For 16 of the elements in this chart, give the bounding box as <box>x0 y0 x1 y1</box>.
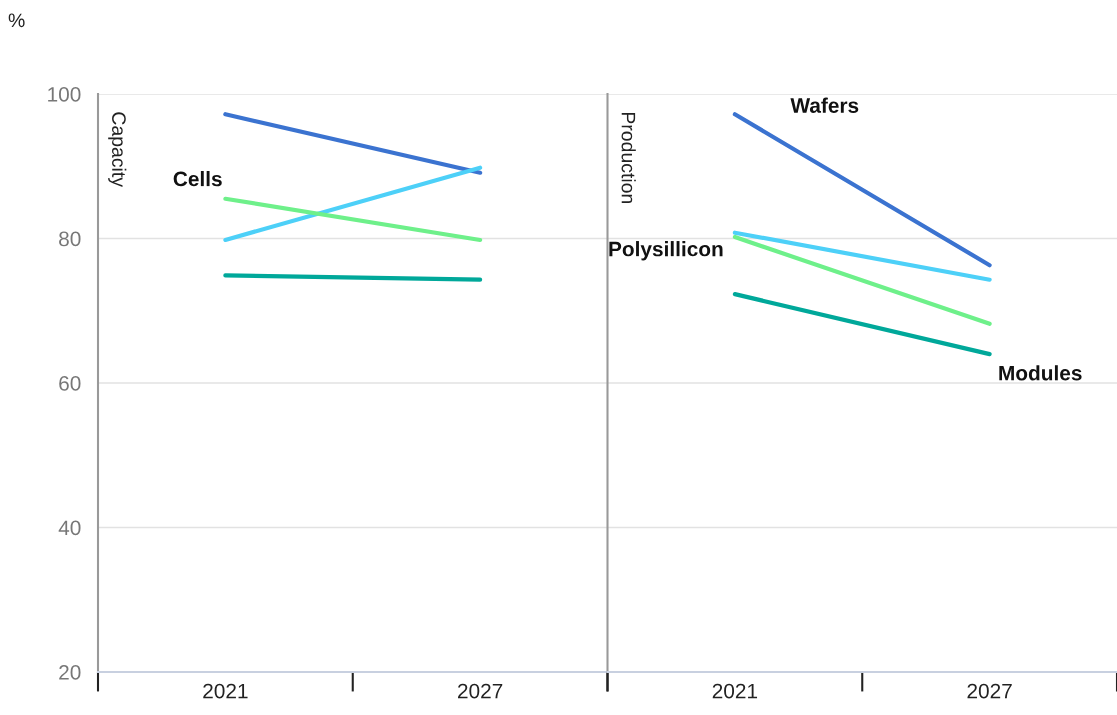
series-label: Polysillicon <box>609 241 723 261</box>
x-tick-label: 2021 <box>203 683 248 699</box>
y-axis-title: % <box>8 13 25 28</box>
series-label: Cells <box>173 171 222 187</box>
series-label: Wafers <box>790 97 859 113</box>
series-label: Modules <box>999 365 1082 381</box>
x-tick-label: 2021 <box>712 683 758 699</box>
x-tick-label: 2027 <box>458 683 503 699</box>
y-tick-label: 100 <box>48 87 81 102</box>
y-tick-label: 20 <box>59 665 81 680</box>
y-tick-label: 40 <box>58 520 81 536</box>
y-tick-label: 80 <box>59 231 81 247</box>
y-tick-label: 60 <box>59 376 81 391</box>
x-tick-label: 2027 <box>967 683 1012 699</box>
text: Production <box>621 112 636 204</box>
text: Capacity <box>108 112 127 187</box>
